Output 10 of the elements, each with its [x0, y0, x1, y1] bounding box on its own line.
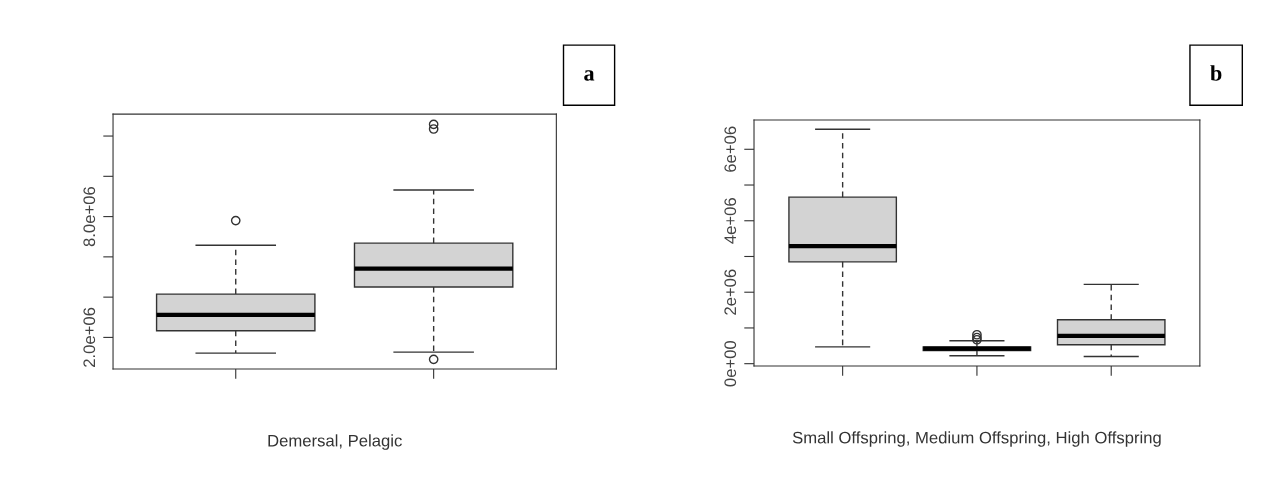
y-tick-label: 2.0e+06 [83, 307, 96, 367]
y-tick-label: 2e+06 [724, 269, 737, 315]
y-tick-label: 0e+00 [724, 340, 737, 387]
text: a [584, 70, 595, 81]
y-tick-label: 4e+06 [724, 198, 737, 244]
y-tick-label: 8.0e+06 [83, 186, 96, 247]
text: b [1210, 65, 1222, 81]
x-axis-title: Small Offspring, Medium Offspring, High Offspring [792, 431, 1161, 447]
x-axis-title: Demersal, Pelagic [268, 434, 402, 450]
y-tick-label: 6e+06 [724, 126, 737, 172]
